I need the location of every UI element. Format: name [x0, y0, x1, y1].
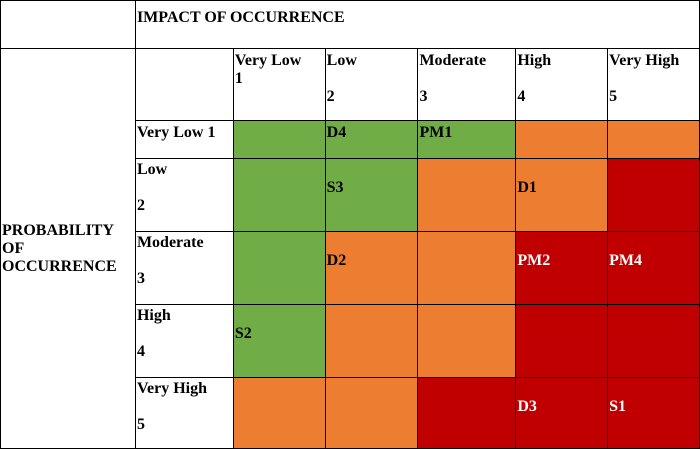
matrix-cell	[232, 231, 326, 305]
impact-label: Moderate	[419, 52, 487, 69]
impact-label: Low	[326, 52, 357, 69]
matrix-cell	[232, 158, 326, 232]
matrix-cell	[324, 377, 419, 449]
corner-cell	[0, 0, 136, 49]
matrix-cell: D1	[515, 158, 609, 232]
matrix-cell	[607, 304, 700, 378]
matrix-cell	[417, 231, 517, 305]
matrix-cell: S2	[232, 304, 326, 378]
risk-code: S1	[609, 398, 627, 415]
probability-label-line-3: OCCURRENCE	[2, 257, 117, 275]
probability-label-line-1: PROBABILITY	[2, 221, 115, 239]
probability-label-line-2: OF	[2, 239, 25, 257]
header-blank-cell	[134, 48, 234, 121]
risk-code: D1	[517, 179, 537, 196]
impact-header-moderate: Moderate 3	[417, 48, 517, 121]
impact-header-high: High 4	[515, 48, 609, 121]
matrix-cell	[232, 120, 326, 159]
impact-header-very-low: Very Low 1	[232, 48, 326, 121]
risk-code: PM1	[419, 124, 453, 141]
matrix-cell: PM1	[417, 120, 517, 159]
matrix-cell	[324, 304, 419, 378]
matrix-cell: D3	[515, 377, 609, 449]
probability-header-moderate: Moderate 3	[134, 231, 234, 305]
probability-score: 5	[136, 416, 145, 433]
matrix-cell	[607, 120, 700, 159]
risk-code: S3	[326, 179, 344, 196]
risk-code: S2	[234, 325, 252, 342]
risk-code: D3	[517, 398, 537, 415]
matrix-cell: PM4	[607, 231, 700, 305]
impact-title: IMPACT OF OCCURRENCE	[134, 0, 700, 49]
matrix-cell	[232, 377, 326, 449]
impact-header-very-high: Very High 5	[607, 48, 700, 121]
probability-label-text: High	[136, 307, 171, 324]
probability-score: 4	[136, 343, 145, 360]
risk-code: D4	[326, 124, 347, 141]
matrix-cell	[607, 158, 700, 232]
risk-code: PM2	[517, 252, 551, 269]
matrix-cell	[515, 120, 609, 159]
probability-header-low: Low 2	[134, 158, 234, 232]
probability-header-high: High 4	[134, 304, 234, 378]
impact-label: High	[517, 52, 552, 69]
matrix-cell	[417, 158, 517, 232]
probability-label-text: Low	[136, 161, 168, 178]
impact-score: 2	[326, 88, 335, 105]
matrix-cell: PM2	[515, 231, 609, 305]
impact-score: 5	[609, 88, 618, 105]
matrix-cell	[515, 304, 609, 378]
probability-label: PROBABILITY OF OCCURRENCE	[0, 48, 136, 449]
impact-score: 4	[517, 88, 526, 105]
matrix-cell: S3	[324, 158, 419, 232]
matrix-cell: D2	[324, 231, 419, 305]
matrix-cell: S1	[607, 377, 700, 449]
matrix-cell	[417, 304, 517, 378]
risk-code: PM4	[609, 252, 643, 269]
impact-score: 1	[234, 70, 243, 87]
probability-score: 3	[136, 270, 145, 287]
matrix-cell: D4	[324, 120, 419, 159]
impact-label: Very Low	[234, 52, 302, 69]
impact-title-text: IMPACT OF OCCURRENCE	[136, 9, 345, 26]
impact-score: 3	[419, 88, 428, 105]
risk-code: D2	[326, 252, 347, 269]
probability-label-text: Very High	[136, 380, 208, 397]
impact-label: Very High	[609, 52, 680, 69]
impact-header-low: Low 2	[324, 48, 419, 121]
probability-header-very-high: Very High 5	[134, 377, 234, 449]
probability-label-text: Moderate	[136, 234, 204, 251]
probability-label-text: Very Low 1	[136, 124, 216, 141]
probability-header-very-low: Very Low 1	[134, 120, 234, 159]
matrix-cell	[417, 377, 517, 449]
probability-score: 2	[136, 197, 145, 214]
